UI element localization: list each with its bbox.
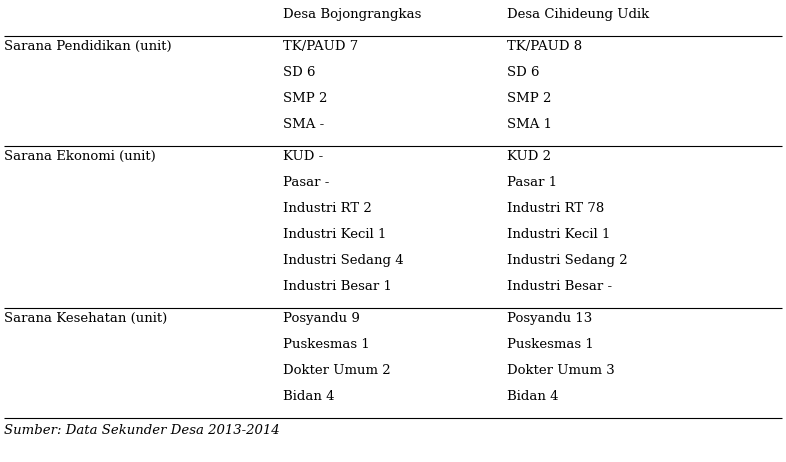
Text: SMP 2: SMP 2 — [283, 92, 327, 105]
Text: Industri RT 78: Industri RT 78 — [507, 202, 604, 215]
Text: Posyandu 13: Posyandu 13 — [507, 312, 592, 325]
Text: Bidan 4: Bidan 4 — [283, 390, 335, 403]
Text: SMA 1: SMA 1 — [507, 118, 552, 131]
Text: Industri Sedang 2: Industri Sedang 2 — [507, 254, 627, 267]
Text: Dokter Umum 3: Dokter Umum 3 — [507, 364, 615, 377]
Text: KUD -: KUD - — [283, 150, 323, 163]
Text: SMA -: SMA - — [283, 118, 324, 131]
Text: Industri Besar 1: Industri Besar 1 — [283, 280, 392, 293]
Text: KUD 2: KUD 2 — [507, 150, 551, 163]
Text: TK/PAUD 7: TK/PAUD 7 — [283, 40, 358, 53]
Text: Industri Sedang 4: Industri Sedang 4 — [283, 254, 403, 267]
Text: Industri RT 2: Industri RT 2 — [283, 202, 372, 215]
Text: SD 6: SD 6 — [507, 66, 539, 79]
Text: Desa Bojongrangkas: Desa Bojongrangkas — [283, 8, 421, 21]
Text: SMP 2: SMP 2 — [507, 92, 551, 105]
Text: Sarana Kesehatan (unit): Sarana Kesehatan (unit) — [4, 312, 167, 325]
Text: Posyandu 9: Posyandu 9 — [283, 312, 360, 325]
Text: SD 6: SD 6 — [283, 66, 315, 79]
Text: Industri Kecil 1: Industri Kecil 1 — [507, 228, 611, 241]
Text: TK/PAUD 8: TK/PAUD 8 — [507, 40, 582, 53]
Text: Sarana Pendidikan (unit): Sarana Pendidikan (unit) — [4, 40, 171, 53]
Text: Puskesmas 1: Puskesmas 1 — [283, 338, 369, 351]
Text: Industri Kecil 1: Industri Kecil 1 — [283, 228, 387, 241]
Text: Sarana Ekonomi (unit): Sarana Ekonomi (unit) — [4, 150, 156, 163]
Text: Puskesmas 1: Puskesmas 1 — [507, 338, 593, 351]
Text: Industri Besar -: Industri Besar - — [507, 280, 612, 293]
Text: Desa Cihideung Udik: Desa Cihideung Udik — [507, 8, 649, 21]
Text: Dokter Umum 2: Dokter Umum 2 — [283, 364, 391, 377]
Text: Pasar 1: Pasar 1 — [507, 176, 557, 189]
Text: Sumber: Data Sekunder Desa 2013-2014: Sumber: Data Sekunder Desa 2013-2014 — [4, 424, 280, 437]
Text: Pasar -: Pasar - — [283, 176, 329, 189]
Text: Bidan 4: Bidan 4 — [507, 390, 559, 403]
